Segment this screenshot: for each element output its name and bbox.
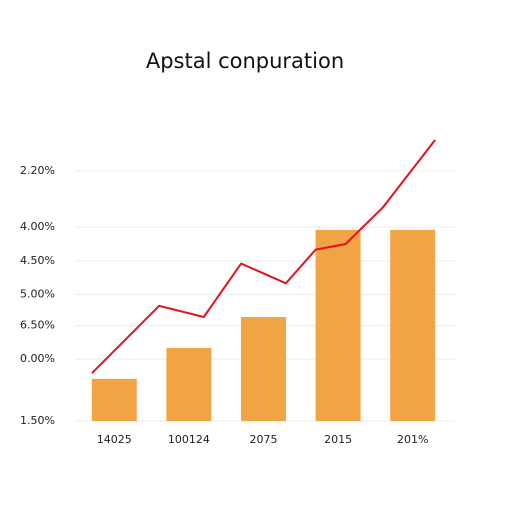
line [91, 139, 436, 374]
y-tick-label: 6.50% [20, 318, 55, 331]
x-tick-label: 14025 [97, 433, 132, 446]
bar [241, 317, 286, 421]
y-tick-label: 4.00% [20, 220, 55, 233]
y-tick-label: 2.20% [20, 164, 55, 177]
x-tick-label: 2075 [250, 433, 278, 446]
bar [91, 378, 137, 421]
bar [315, 229, 361, 421]
x-tick-label: 201% [397, 433, 428, 446]
chart-title: Apstal conpuration [146, 49, 344, 73]
y-tick-label: 5.00% [20, 288, 55, 301]
x-tick-label: 2015 [324, 433, 352, 446]
y-tick-label: 0.00% [20, 352, 55, 365]
y-tick-label: 4.50% [20, 254, 55, 267]
bar [390, 229, 436, 421]
x-tick-label: 100124 [168, 433, 210, 446]
y-tick-label: 1.50% [20, 414, 55, 427]
bar [166, 347, 212, 421]
